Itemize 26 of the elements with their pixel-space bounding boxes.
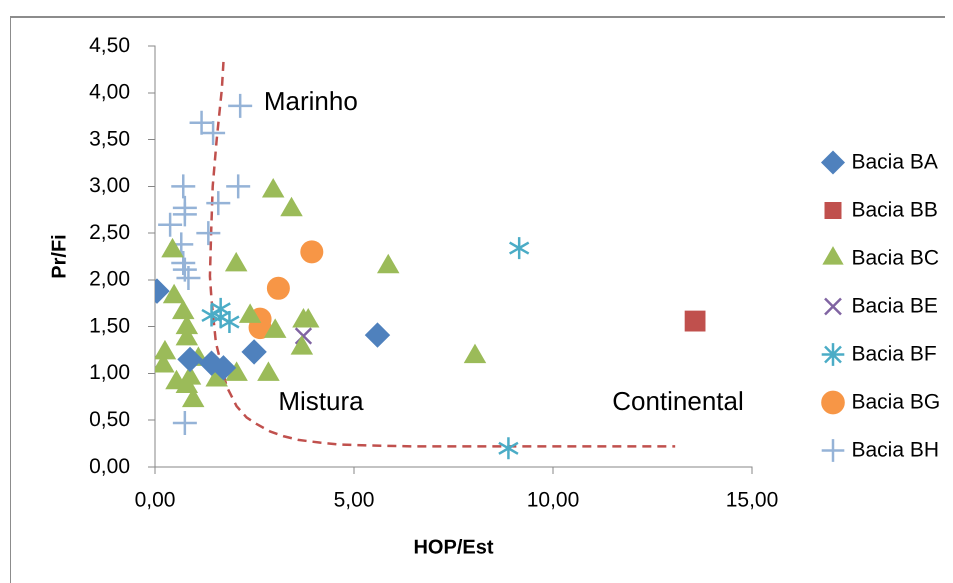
y-tick-label: 1,00 (89, 361, 130, 384)
y-tick-label: 2,50 (89, 220, 130, 244)
y-tick-label: 3,50 (89, 127, 130, 150)
x-tick-label: 0,00 (134, 488, 176, 512)
annotation: Marinho (264, 86, 358, 116)
x-tick-label: 15,00 (726, 488, 778, 512)
y-tick-label: 4,50 (89, 34, 130, 57)
x-tick-label: 5,00 (334, 488, 374, 512)
legend-label: Bacia BF (852, 342, 937, 366)
y-tick-label: 4,00 (89, 80, 130, 104)
y-tick-label: 1,50 (89, 314, 130, 338)
annotation: Continental (612, 386, 744, 416)
x-axis-title: HOP/Est (413, 536, 494, 559)
y-tick-label: 0,50 (89, 408, 130, 432)
legend-label: Bacia BA (852, 150, 938, 174)
legend-label: Bacia BE (852, 294, 938, 318)
legend-label: Bacia BB (852, 198, 938, 222)
legend-label: Bacia BH (852, 438, 940, 462)
y-tick-label: 3,00 (89, 174, 130, 198)
y-tick-label: 0,00 (89, 454, 130, 478)
annotation: Mistura (278, 386, 364, 416)
y-axis-title: Pr/Fi (48, 234, 71, 279)
x-tick-label: 10,00 (526, 488, 580, 512)
legend-label: Bacia BG (852, 390, 940, 414)
y-tick-label: 2,00 (89, 268, 130, 291)
legend-label: Bacia BC (852, 246, 940, 270)
